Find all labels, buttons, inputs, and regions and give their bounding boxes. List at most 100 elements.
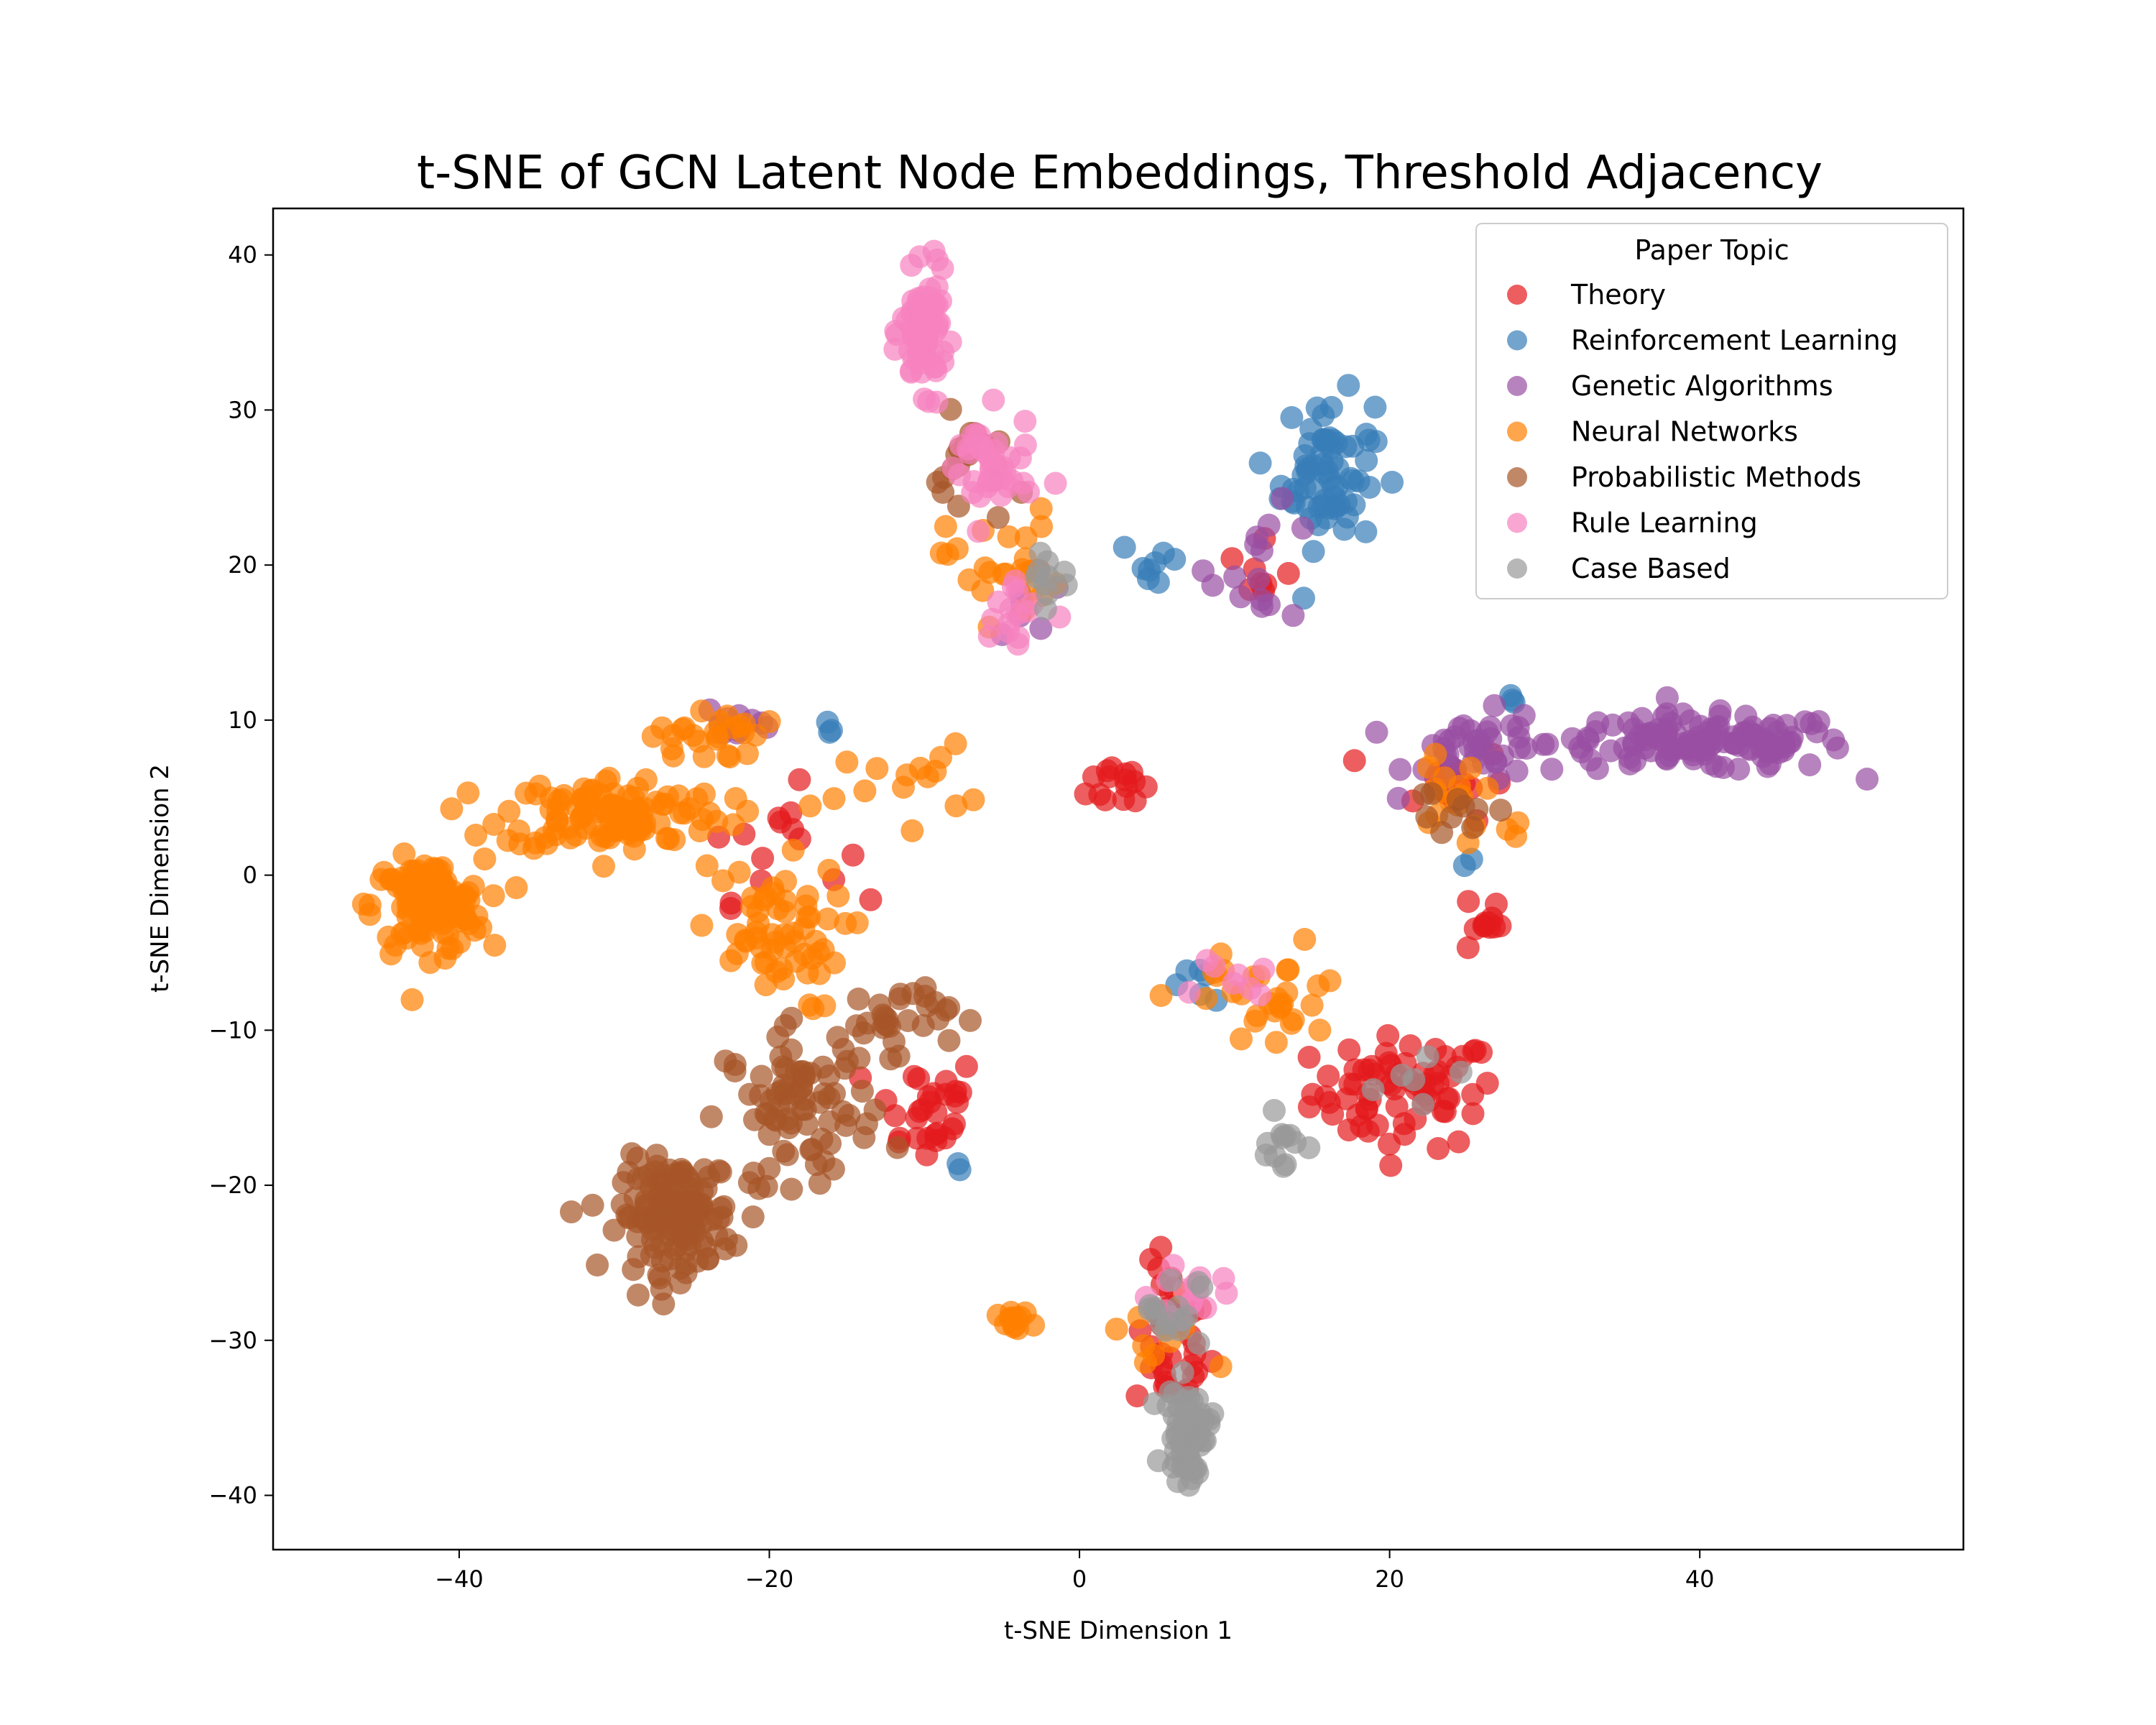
data-point: [1560, 727, 1584, 750]
data-point: [818, 720, 842, 744]
data-point: [400, 988, 424, 1011]
data-point: [1028, 541, 1052, 565]
data-point: [747, 911, 770, 935]
data-point: [392, 842, 416, 865]
data-point: [671, 717, 694, 741]
x-tick-label: −40: [435, 1565, 484, 1593]
data-point: [622, 1258, 645, 1282]
data-point: [1489, 799, 1513, 822]
data-point: [812, 1149, 836, 1173]
data-point: [473, 847, 497, 871]
data-point: [908, 299, 931, 323]
data-point: [1342, 749, 1366, 773]
data-point: [1304, 477, 1327, 501]
data-point: [1416, 755, 1440, 779]
data-point: [934, 515, 957, 538]
legend-marker: [1507, 376, 1527, 396]
data-point: [1149, 984, 1173, 1007]
data-point: [948, 463, 972, 487]
x-axis-label: t-SNE Dimension 1: [1004, 1616, 1233, 1645]
data-point: [818, 1110, 842, 1133]
chart-title: t-SNE of GCN Latent Node Embeddings, Thr…: [417, 147, 1823, 200]
data-point: [1125, 1384, 1149, 1408]
legend-label: Genetic Algorithms: [1571, 370, 1833, 402]
data-point: [1008, 446, 1032, 470]
data-point: [1171, 1361, 1194, 1384]
data-point: [847, 988, 870, 1011]
data-point: [853, 779, 877, 803]
data-point: [690, 1195, 713, 1218]
x-tick-label: 20: [1375, 1565, 1404, 1593]
x-tick-label: 0: [1072, 1565, 1087, 1593]
data-point: [754, 973, 778, 997]
data-point: [1365, 720, 1388, 744]
data-point: [780, 1006, 803, 1030]
data-point: [1189, 1433, 1212, 1457]
data-point: [650, 1163, 674, 1186]
data-point: [1142, 1343, 1166, 1367]
data-point: [1156, 1394, 1180, 1417]
data-point: [1093, 788, 1117, 811]
data-point: [386, 875, 410, 898]
data-point: [1671, 702, 1695, 726]
data-point: [1244, 533, 1268, 556]
data-point: [1800, 712, 1823, 735]
data-point: [1271, 1154, 1295, 1178]
data-point: [1229, 585, 1253, 609]
data-point: [622, 837, 646, 861]
data-point: [1433, 1045, 1457, 1068]
data-point: [1291, 516, 1314, 540]
data-point: [391, 896, 415, 919]
data-point: [915, 1143, 939, 1167]
data-point: [863, 1098, 887, 1122]
data-point: [497, 799, 521, 823]
data-point: [724, 787, 747, 810]
data-point: [617, 784, 640, 808]
data-point: [1195, 949, 1219, 972]
data-point: [714, 1228, 738, 1251]
data-point: [699, 1105, 723, 1128]
legend-label: Reinforcement Learning: [1571, 325, 1898, 356]
x-tick-label: 40: [1685, 1565, 1715, 1593]
data-point: [925, 390, 949, 414]
series-case-based: [1025, 541, 1473, 1497]
data-point: [692, 745, 716, 768]
data-point: [1773, 735, 1796, 759]
data-point: [1505, 759, 1529, 783]
data-point: [772, 1139, 796, 1163]
data-point: [1471, 733, 1495, 757]
data-point: [929, 745, 952, 769]
data-point: [656, 785, 680, 809]
data-point: [1112, 535, 1136, 559]
data-point: [1006, 632, 1030, 656]
data-point: [619, 1205, 642, 1229]
data-point: [1276, 958, 1300, 982]
data-point: [1263, 1099, 1286, 1122]
data-point: [959, 1008, 982, 1032]
data-point: [907, 1067, 931, 1090]
data-point: [1314, 506, 1338, 530]
data-point: [1798, 753, 1822, 777]
legend-marker: [1507, 558, 1527, 579]
data-point: [1159, 1269, 1183, 1292]
data-point: [482, 813, 506, 836]
data-point: [1297, 1136, 1321, 1159]
data-point: [1376, 1024, 1400, 1047]
series-neural-networks: [351, 497, 1530, 1379]
data-point: [769, 1045, 793, 1069]
data-point: [816, 907, 839, 931]
data-point: [954, 1054, 978, 1078]
data-point: [1190, 1275, 1214, 1299]
data-point: [865, 757, 889, 781]
data-point: [1280, 406, 1304, 429]
data-point: [826, 884, 850, 908]
data-point: [1279, 1123, 1302, 1147]
data-point: [710, 1205, 734, 1229]
data-point: [1457, 890, 1480, 914]
data-point: [1257, 513, 1281, 537]
data-point: [464, 824, 488, 847]
data-point: [1292, 586, 1315, 610]
data-point: [1358, 1058, 1381, 1082]
legend-label: Theory: [1570, 279, 1666, 310]
data-point: [1307, 974, 1330, 998]
